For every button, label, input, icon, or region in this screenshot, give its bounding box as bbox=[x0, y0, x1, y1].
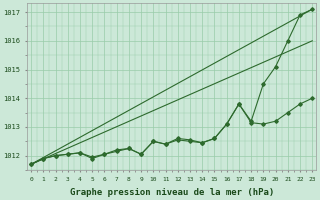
X-axis label: Graphe pression niveau de la mer (hPa): Graphe pression niveau de la mer (hPa) bbox=[69, 188, 274, 197]
